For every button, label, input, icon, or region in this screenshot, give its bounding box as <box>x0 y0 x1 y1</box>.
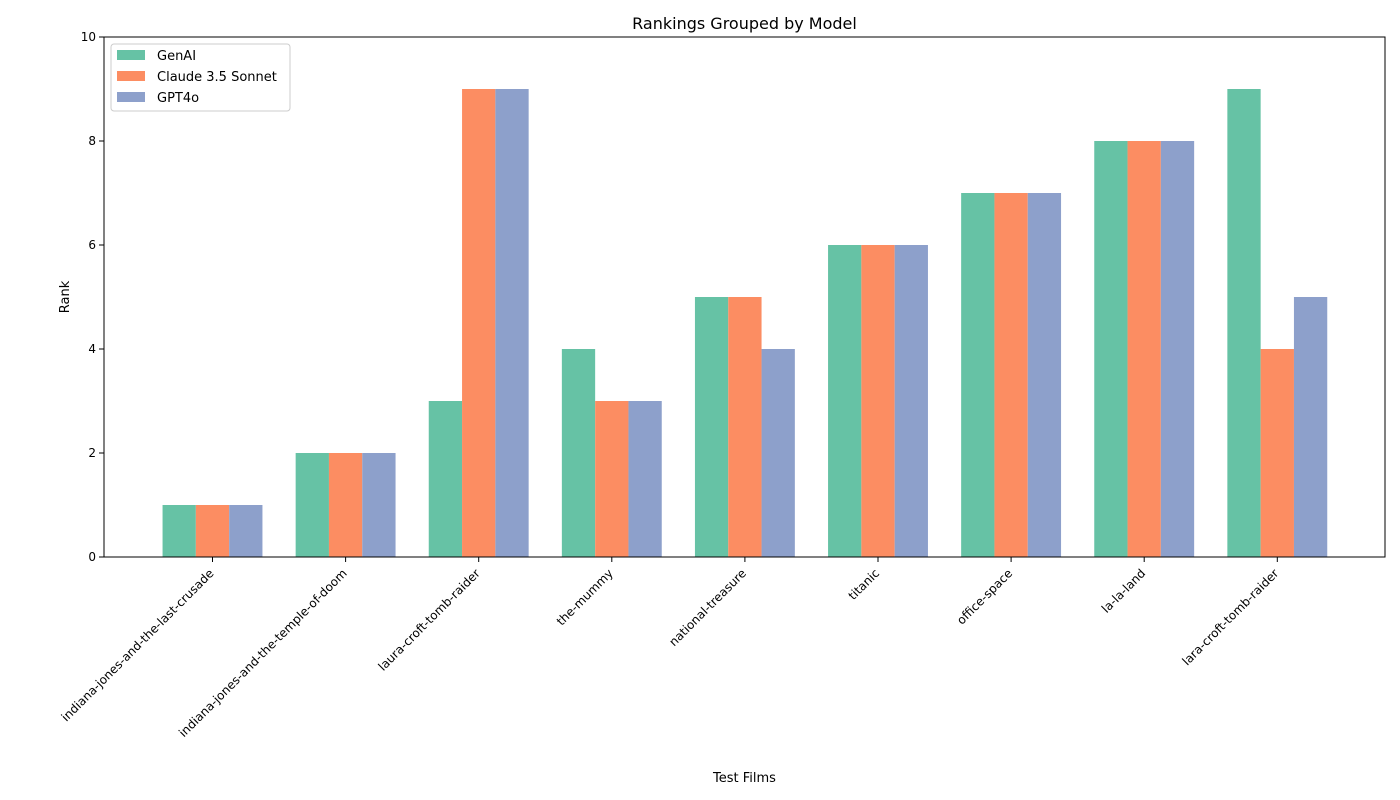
bar-genai-6 <box>828 245 862 557</box>
x-axis-title: Test Films <box>712 771 776 786</box>
legend-label-3: GPT4o <box>157 91 199 106</box>
bar-gpt4o-1 <box>229 505 263 557</box>
bar-gpt4o-2 <box>362 453 396 557</box>
y-tick-label: 4 <box>88 342 96 356</box>
y-tick-label: 8 <box>88 134 96 148</box>
bar-genai-4 <box>561 349 596 557</box>
bar-gpt4o-8 <box>1160 141 1195 557</box>
x-tick-label: la-la-land <box>1099 566 1148 615</box>
bar-claude-3-5-sonnet-1 <box>195 505 230 557</box>
bar-genai-8 <box>1094 141 1128 557</box>
x-tick-label: indiana-jones-and-the-last-crusade <box>59 566 217 724</box>
x-tick-label: office-space <box>954 566 1015 627</box>
bar-claude-3-5-sonnet-2 <box>328 453 363 557</box>
legend-swatch-2 <box>117 71 145 81</box>
bar-gpt4o-5 <box>761 349 795 557</box>
legend-label-2: Claude 3.5 Sonnet <box>157 70 277 85</box>
bar-genai-9 <box>1227 89 1261 557</box>
x-tick-label: the-mummy <box>554 566 616 628</box>
y-tick-label: 6 <box>88 238 96 252</box>
legend-swatch-3 <box>117 92 145 102</box>
bar-claude-3-5-sonnet-4 <box>595 401 629 557</box>
bar-claude-3-5-sonnet-8 <box>1127 141 1161 557</box>
bar-gpt4o-4 <box>628 401 662 557</box>
y-tick-label: 0 <box>88 550 96 564</box>
y-axis: 0 2 4 6 8 10 <box>81 30 104 564</box>
x-tick-label: national-treasure <box>666 566 749 649</box>
bar-genai-5 <box>694 297 729 557</box>
legend-label-1: GenAI <box>157 49 196 64</box>
chart-title: Rankings Grouped by Model <box>632 14 857 33</box>
y-tick-label: 10 <box>81 30 96 44</box>
bar-claude-3-5-sonnet-7 <box>994 193 1028 557</box>
bar-claude-3-5-sonnet-9 <box>1260 349 1294 557</box>
bar-claude-3-5-sonnet-3 <box>462 89 496 557</box>
bar-gpt4o-7 <box>1027 193 1062 557</box>
legend-swatch-1 <box>117 50 145 60</box>
x-tick-label: laura-croft-tomb-raider <box>375 566 482 673</box>
bar-gpt4o-9 <box>1293 297 1328 557</box>
bars-layer <box>162 89 1328 557</box>
legend: GenAI Claude 3.5 Sonnet GPT4o <box>110 43 291 112</box>
x-tick-label: titanic <box>846 566 883 603</box>
bar-claude-3-5-sonnet-6 <box>861 245 895 557</box>
y-tick-label: 2 <box>88 446 96 460</box>
bar-claude-3-5-sonnet-5 <box>728 297 762 557</box>
bar-gpt4o-3 <box>495 89 529 557</box>
bar-genai-3 <box>428 401 463 557</box>
legend-box <box>110 43 291 112</box>
y-axis-title: Rank <box>58 280 73 313</box>
x-tick-label: lara-croft-tomb-raider <box>1179 566 1281 668</box>
bar-genai-1 <box>162 505 196 557</box>
bar-gpt4o-6 <box>894 245 928 557</box>
bar-genai-7 <box>961 193 995 557</box>
bar-genai-2 <box>295 453 329 557</box>
x-tick-label: indiana-jones-and-the-temple-of-doom <box>176 566 350 740</box>
x-axis: indiana-jones-and-the-last-crusadeindian… <box>59 557 1281 740</box>
